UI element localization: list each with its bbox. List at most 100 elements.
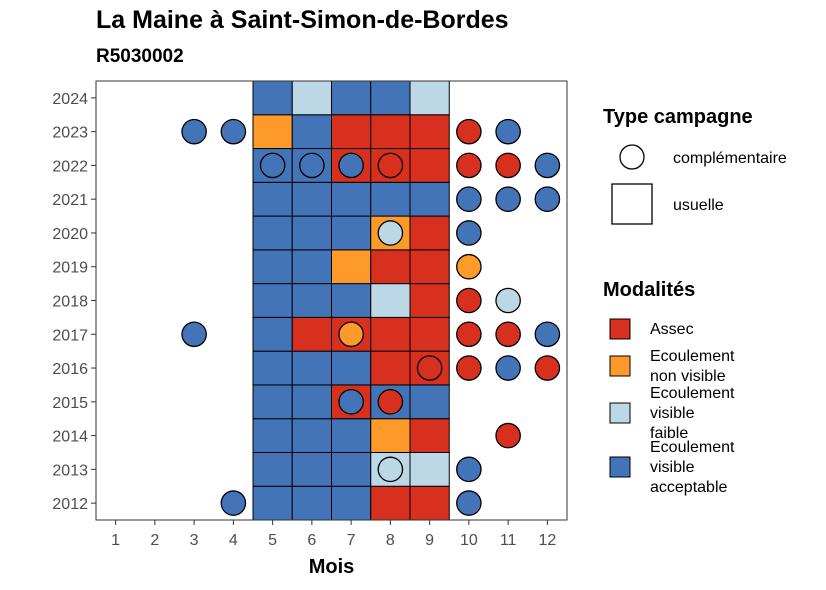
point-2015-7 xyxy=(338,389,364,415)
x-tick-label-7: 7 xyxy=(347,532,356,549)
tile-2024-7 xyxy=(331,80,372,116)
point-2016-12 xyxy=(534,355,561,381)
tile-2013-7 xyxy=(331,451,372,487)
tile-2023-5 xyxy=(252,114,293,150)
point-2016-9 xyxy=(416,355,443,381)
point-2014-11 xyxy=(495,422,521,449)
point-2023-4 xyxy=(220,118,247,145)
point-2023-10 xyxy=(456,118,482,145)
tile-2012-8 xyxy=(370,485,411,521)
tile-2019-9 xyxy=(409,249,450,285)
tile-2016-8 xyxy=(370,350,411,386)
point-2022-8 xyxy=(377,152,404,179)
tile-2023-6 xyxy=(291,114,332,150)
tile-2012-5 xyxy=(252,485,293,521)
point-2016-11 xyxy=(495,355,521,381)
point-2019-10 xyxy=(456,253,482,280)
y-tick-label-2013: 2013 xyxy=(52,462,88,479)
tile-2013-9 xyxy=(409,451,450,487)
tile-2020-9 xyxy=(409,215,450,251)
legend-type-key-usuelle xyxy=(611,183,653,225)
tile-2021-6 xyxy=(291,181,332,217)
y-tick-label-2020: 2020 xyxy=(52,226,88,243)
y-tick-label-2023: 2023 xyxy=(52,125,88,142)
point-2012-4 xyxy=(220,490,247,516)
tile-2014-8 xyxy=(370,418,411,453)
plot-area xyxy=(95,80,568,521)
point-2021-11 xyxy=(495,186,521,212)
tile-2014-6 xyxy=(291,418,332,453)
tile-2017-8 xyxy=(370,316,411,352)
legend-modalite-key-nonvis xyxy=(609,355,631,377)
y-tick-label-2021: 2021 xyxy=(52,192,88,209)
chart-subtitle: R5030002 xyxy=(96,46,184,67)
legend-modalite-key-faible xyxy=(609,402,631,424)
point-2022-11 xyxy=(495,152,521,179)
x-tick-label-1: 1 xyxy=(111,532,120,549)
chart-title: La Maine à Saint-Simon-de-Bordes xyxy=(96,6,509,34)
tile-2017-6 xyxy=(291,316,332,352)
tile-2018-5 xyxy=(252,283,293,318)
point-2022-7 xyxy=(338,152,364,179)
legend-modalites-title: Modalités xyxy=(603,279,695,301)
legend-modalite-key-accept xyxy=(609,456,631,478)
y-tick-label-2017: 2017 xyxy=(52,327,88,344)
tile-2017-9 xyxy=(409,316,450,352)
tile-2024-5 xyxy=(252,80,293,116)
tile-2015-6 xyxy=(291,384,332,420)
tile-2023-9 xyxy=(409,114,450,150)
x-tick-label-9: 9 xyxy=(425,532,434,549)
x-tick-label-3: 3 xyxy=(190,532,199,549)
y-tick-label-2022: 2022 xyxy=(52,158,88,175)
x-tick-label-12: 12 xyxy=(538,532,556,549)
axes: 1 2 3 4 5 6 7 8 9 10 11 12Mois201220132014201520162… xyxy=(52,91,556,578)
x-tick-label-10: 10 xyxy=(460,532,478,549)
tile-2012-9 xyxy=(409,485,450,521)
point-2023-11 xyxy=(495,118,521,145)
tile-2014-9 xyxy=(409,418,450,453)
tile-2017-5 xyxy=(252,316,293,352)
y-tick-label-2018: 2018 xyxy=(52,294,88,311)
tile-2021-8 xyxy=(370,181,411,217)
tile-2020-6 xyxy=(291,215,332,251)
tile-2021-5 xyxy=(252,181,293,217)
legend-type-title: Type campagne xyxy=(603,106,753,128)
point-2017-12 xyxy=(534,321,561,348)
point-2013-10 xyxy=(456,456,482,483)
point-2017-7 xyxy=(338,321,364,348)
tile-2018-8 xyxy=(370,283,411,318)
tile-2021-7 xyxy=(331,181,372,217)
x-axis-label: Mois xyxy=(309,556,355,578)
point-2018-10 xyxy=(456,287,482,314)
y-tick-label-2012: 2012 xyxy=(52,496,88,513)
tile-2020-7 xyxy=(331,215,372,251)
point-2020-10 xyxy=(456,220,482,246)
tile-2018-7 xyxy=(331,283,372,318)
tile-2018-6 xyxy=(291,283,332,318)
point-2022-6 xyxy=(299,152,325,179)
tile-2018-9 xyxy=(409,283,450,318)
point-2017-3 xyxy=(181,321,207,348)
point-2022-5 xyxy=(259,152,286,179)
legend-modalite-label-accept: Ecoulement visible acceptable xyxy=(650,439,735,496)
tile-2015-9 xyxy=(409,384,450,420)
tile-2016-7 xyxy=(331,350,372,386)
point-2021-10 xyxy=(456,186,482,212)
point-2022-10 xyxy=(456,152,482,179)
tile-2013-6 xyxy=(291,451,332,487)
y-tick-label-2015: 2015 xyxy=(52,395,88,412)
point-2022-12 xyxy=(534,152,561,179)
legend-type-label-usuelle: usuelle xyxy=(673,197,724,214)
x-tick-label-6: 6 xyxy=(307,532,316,549)
tile-2014-5 xyxy=(252,418,293,453)
x-tick-label-11: 11 xyxy=(500,532,517,549)
x-tick-label-5: 5 xyxy=(268,532,277,549)
legend-type-key-complementaire xyxy=(619,144,645,170)
y-tick-label-2016: 2016 xyxy=(52,361,88,378)
legend-modalite-key-assec xyxy=(609,318,631,340)
tile-2019-6 xyxy=(291,249,332,285)
point-2017-11 xyxy=(495,321,521,348)
tile-2024-8 xyxy=(370,80,411,116)
tile-2022-9 xyxy=(409,148,450,183)
